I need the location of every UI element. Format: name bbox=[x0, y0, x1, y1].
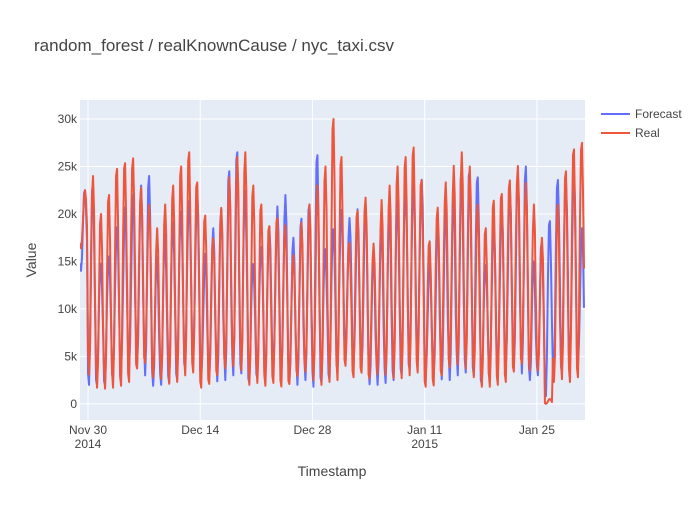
x-tick-label: Nov 30 bbox=[69, 423, 107, 437]
x-tick-sublabel: 2014 bbox=[75, 437, 102, 451]
x-tick-label: Dec 28 bbox=[293, 423, 331, 437]
y-tick-label: 30k bbox=[58, 112, 78, 126]
x-tick-label: Jan 11 bbox=[407, 423, 442, 437]
y-axis-title: Value bbox=[23, 242, 39, 277]
legend[interactable]: Forecast Real bbox=[601, 107, 682, 140]
y-axis-ticks: 0 5k 10k 15k 20k 25k 30k bbox=[58, 112, 78, 411]
series-lines bbox=[80, 117, 585, 405]
y-tick-label: 10k bbox=[58, 302, 78, 316]
legend-item-real[interactable]: Real bbox=[601, 126, 660, 140]
legend-item-forecast[interactable]: Forecast bbox=[601, 107, 682, 121]
legend-label: Real bbox=[635, 126, 660, 140]
y-tick-label: 0 bbox=[70, 397, 77, 411]
y-tick-label: 25k bbox=[58, 159, 78, 173]
x-tick-sublabel: 2015 bbox=[411, 437, 438, 451]
y-tick-label: 5k bbox=[64, 349, 78, 363]
series-line-real bbox=[80, 117, 585, 405]
y-tick-label: 20k bbox=[58, 207, 78, 221]
chart-title: random_forest / realKnownCause / nyc_tax… bbox=[34, 36, 395, 55]
y-tick-label: 15k bbox=[58, 254, 78, 268]
x-axis-title: Timestamp bbox=[298, 463, 367, 479]
legend-label: Forecast bbox=[635, 107, 682, 121]
x-tick-label: Dec 14 bbox=[181, 423, 219, 437]
x-tick-label: Jan 25 bbox=[519, 423, 555, 437]
